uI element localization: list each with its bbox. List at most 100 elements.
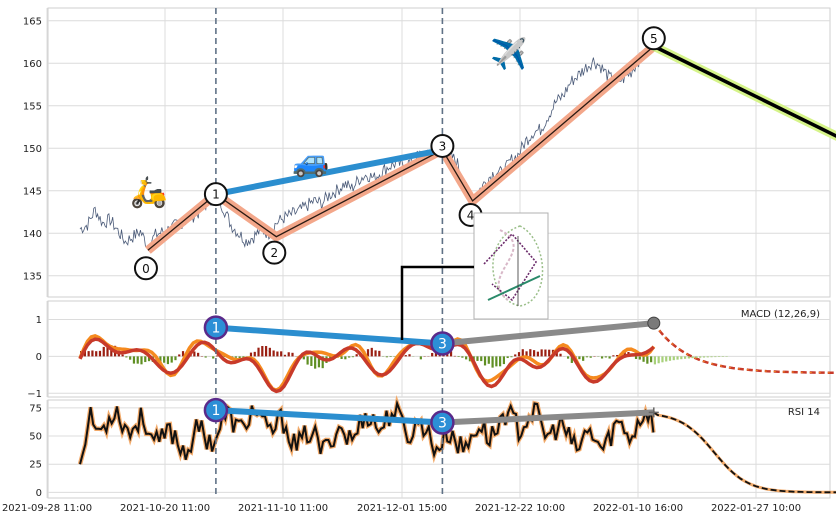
macd-histogram-bar (623, 352, 626, 357)
macd-histogram-bar (268, 347, 271, 357)
price-y-tick-label: 145 (23, 186, 42, 197)
macd-histogram-bar (585, 356, 589, 358)
macd-endpoint (647, 316, 661, 330)
macd-signal-line (78, 337, 655, 394)
macd-forecast-bar (672, 356, 675, 361)
zigzag-line (147, 45, 655, 251)
macd-forecast-bar (653, 356, 656, 365)
macd-histogram-bar (102, 346, 105, 357)
macd-histogram-bar (461, 356, 464, 358)
x-axis-ticks: 2021-09-28 11:00 2021-10-20 11:00 2021-11-… (2, 503, 801, 514)
macd-histogram-bar (465, 356, 468, 360)
price-y-tick-label: 160 (23, 59, 42, 70)
macd-histogram-bar (483, 356, 487, 366)
macd-forecast-bar (687, 356, 690, 359)
macd-forecast-bar (717, 356, 721, 358)
macd-histogram-bar (197, 352, 200, 357)
macd-histogram-bar (264, 346, 268, 357)
macd-forecast-bar (657, 356, 660, 364)
macd-series (78, 316, 836, 394)
macd-histogram-bar (261, 346, 264, 357)
macd-histogram-bar (234, 356, 237, 358)
macd-histogram-bar (283, 354, 287, 357)
macd-y-tick-label: −1 (27, 389, 42, 400)
macd-histogram-bar (321, 356, 324, 369)
pattern-thumbnail (473, 212, 549, 320)
macd-histogram-bar (140, 356, 143, 365)
macd-forecast-bar (691, 356, 694, 359)
zigzag-node (203, 182, 228, 207)
macd-histogram-bar (136, 356, 139, 364)
macd-histogram-bar (385, 356, 388, 358)
x-tick-label: 2021-12-01 15:00 (357, 503, 447, 514)
macd-histogram-bar (178, 354, 181, 357)
rsi-y-tick-label: 25 (29, 460, 42, 471)
macd-forecast-bar (721, 356, 724, 357)
macd-histogram-bar (514, 354, 517, 357)
macd-histogram-bar (536, 351, 539, 357)
macd-divergence-node-label: 3 (438, 336, 447, 352)
macd-forecast-bar (702, 356, 706, 358)
x-tick-label: 2021-10-20 11:00 (120, 503, 210, 514)
macd-histogram-bar (510, 356, 513, 358)
rsi-y-tick-label: 75 (29, 403, 42, 414)
macd-histogram-bar (291, 352, 294, 357)
macd-histogram-bar (125, 356, 128, 358)
zigzag-node-label: 2 (270, 246, 278, 260)
macd-histogram-bar (306, 356, 309, 365)
macd-histogram-bar (612, 355, 615, 357)
zigzag-node-label: 1 (212, 188, 220, 202)
macd-histogram-bar (95, 351, 98, 357)
thumbnail-frame (473, 212, 549, 320)
car-icon: 🚙 (292, 144, 329, 179)
macd-histogram-bar (408, 354, 411, 357)
macd-histogram-bar (257, 347, 260, 357)
macd-histogram-bar (181, 351, 185, 357)
macd-histogram-bar (174, 356, 177, 361)
macd-histogram-bar (344, 356, 347, 360)
rsi-divergence-node-label: 1 (211, 403, 220, 419)
macd-histogram-bar (506, 356, 509, 359)
price-y-tick-label: 140 (23, 229, 42, 240)
macd-histogram-bar (98, 350, 102, 357)
macd-histogram-bar (314, 356, 317, 369)
macd-histogram-bar (544, 349, 547, 357)
macd-histogram-bar (276, 351, 279, 357)
zigzag-node (430, 133, 455, 158)
macd-histogram-bar (389, 356, 392, 357)
thumbnail-connector (400, 265, 474, 340)
macd-histogram-bar (215, 355, 219, 357)
macd-histogram-bar (355, 354, 358, 357)
macd-histogram-bar (106, 346, 109, 357)
macd-histogram-bar (604, 356, 607, 358)
price-y-ticks: 135 140 145 150 155 160 165 (23, 16, 42, 282)
macd-histogram-bar (144, 356, 147, 363)
price-series (79, 43, 653, 251)
macd-histogram-bar (559, 353, 562, 357)
macd-histogram-bar (540, 349, 543, 357)
macd-histogram-bar (589, 356, 592, 358)
macd-histogram-bar (434, 352, 438, 357)
macd-forecast-dots (653, 322, 836, 374)
macd-histogram-bar (608, 356, 611, 359)
projection-line (653, 44, 836, 138)
rsi-y-ticks: 0 25 50 75 (29, 403, 42, 498)
macd-histogram-bar (529, 349, 532, 357)
macd-panel: −1 0 1 MACD (12,26,9) (27, 300, 836, 400)
macd-histogram-bar (533, 350, 536, 357)
rsi-y-tick-label: 0 (36, 488, 42, 499)
price-y-tick-label: 155 (23, 101, 42, 112)
rsi-divergence-line (215, 407, 443, 426)
macd-histogram-bar (163, 356, 166, 363)
macd-divergence-node-label: 1 (211, 321, 220, 337)
macd-forecast-bar (665, 356, 668, 362)
macd-histogram-bar (638, 356, 641, 360)
macd-histogram-bar (83, 349, 86, 357)
macd-histogram-bar (370, 347, 373, 357)
rsi-y-tick-label: 50 (29, 432, 42, 443)
macd-histogram-bar (253, 351, 256, 357)
macd-y-tick-label: 0 (36, 352, 42, 363)
macd-histogram-bar (404, 355, 407, 357)
macd-histogram-bar (378, 350, 381, 357)
